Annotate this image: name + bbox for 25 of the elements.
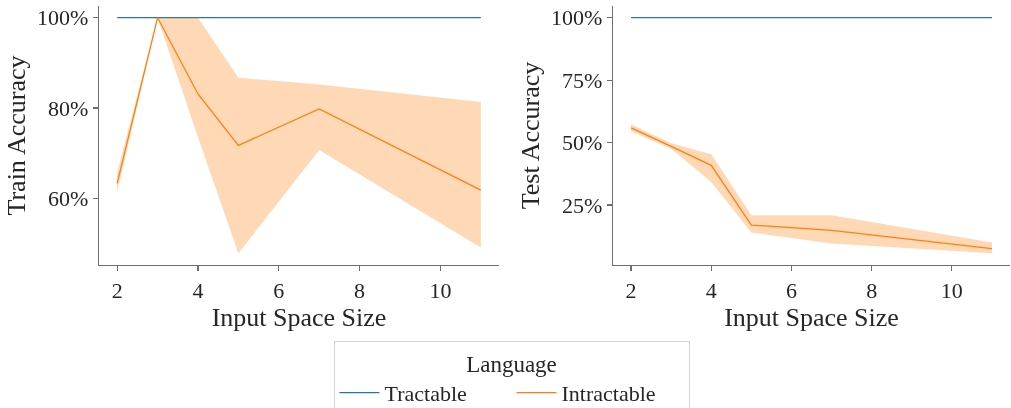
legend-label: Intractable bbox=[561, 381, 656, 407]
x-tick-label: 6 bbox=[273, 277, 285, 303]
x-tick-label: 4 bbox=[705, 277, 717, 303]
x-axis-title: Input Space Size bbox=[724, 302, 899, 332]
y-tick-label: 60% bbox=[48, 185, 89, 211]
y-tick-label: 80% bbox=[48, 95, 89, 121]
x-tick-label: 4 bbox=[192, 277, 204, 303]
x-tick-label: 10 bbox=[429, 277, 452, 303]
y-tick-label: 25% bbox=[562, 192, 603, 218]
x-axis-title: Input Space Size bbox=[211, 302, 387, 332]
y-axis-title: Train Accuracy bbox=[1, 55, 31, 216]
y-tick-label: 100% bbox=[551, 5, 603, 31]
legend-label: Tractable bbox=[384, 381, 467, 407]
x-tick-label: 2 bbox=[625, 277, 637, 303]
x-tick-label: 8 bbox=[866, 277, 878, 303]
y-tick-label: 100% bbox=[37, 5, 89, 31]
line-series bbox=[116, 17, 482, 191]
legend-title: Language bbox=[466, 351, 557, 377]
y-tick-label: 50% bbox=[562, 130, 603, 156]
x-tick-label: 2 bbox=[111, 277, 123, 303]
x-tick-label: 8 bbox=[354, 277, 366, 303]
x-tick-label: 6 bbox=[785, 277, 797, 303]
x-tick-label: 10 bbox=[940, 277, 963, 303]
y-tick-label: 75% bbox=[562, 67, 603, 93]
y-axis-title: Test Accuracy bbox=[515, 61, 545, 210]
